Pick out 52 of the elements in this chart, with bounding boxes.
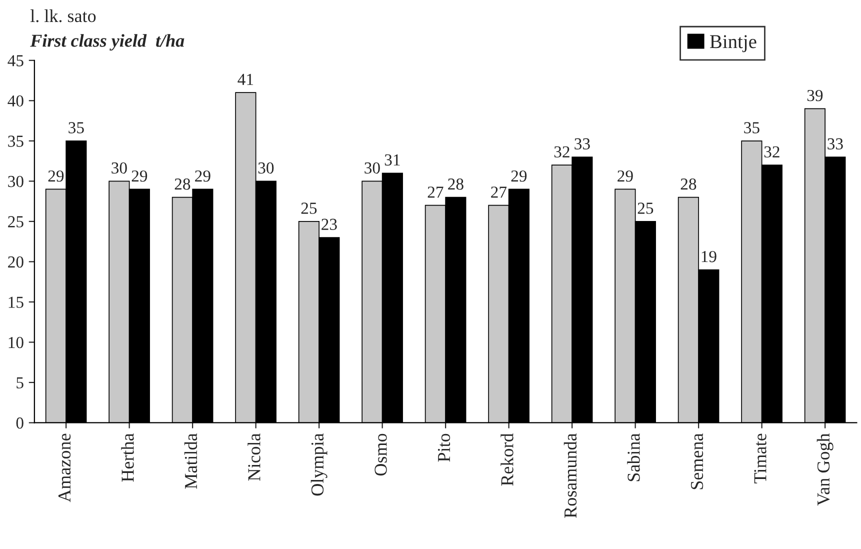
data-label: 19 (702, 250, 716, 262)
x-tick-label: Van Gogh (816, 433, 834, 506)
data-label: 28 (680, 178, 696, 190)
data-label: 27 (491, 186, 507, 198)
chart-subtitle: First class yield t/ha (30, 34, 184, 51)
data-label: 33 (828, 138, 843, 150)
y-tick-label: 20 (8, 256, 24, 268)
data-label: 32 (554, 146, 570, 158)
data-label: 39 (807, 90, 823, 102)
data-label: 30 (258, 162, 274, 174)
x-tick-label: Hertha (121, 433, 134, 482)
data-label: 41 (238, 74, 254, 85)
data-label: 31 (384, 154, 400, 166)
x-tick-label: Olympia (310, 433, 328, 496)
data-label: 32 (764, 146, 780, 158)
y-tick-label: 0 (16, 417, 24, 429)
x-tick-label: Rekord (500, 433, 514, 486)
y-tick-label: 5 (16, 377, 24, 388)
data-label: 29 (48, 170, 64, 182)
data-label: 30 (112, 162, 127, 174)
x-tick-label: Timate (754, 434, 766, 484)
data-label: 27 (428, 186, 444, 198)
data-label: 25 (638, 202, 654, 214)
data-label: 28 (174, 178, 190, 190)
legend-label: Bintje (710, 35, 756, 52)
x-tick-label: Semena (690, 433, 704, 490)
data-label: 29 (618, 170, 633, 182)
data-label: 25 (301, 202, 317, 214)
data-label: 29 (132, 170, 148, 182)
data-label: 35 (68, 122, 84, 134)
y-tick-label: 30 (8, 176, 24, 188)
data-label: 23 (322, 218, 337, 230)
data-label: 29 (511, 170, 527, 182)
chart-title: l. lk. sato (30, 9, 96, 22)
x-tick-label: Sabina (627, 433, 640, 482)
x-tick-label: Amazone (58, 434, 71, 502)
y-tick-label: 45 (8, 55, 24, 66)
data-label: 30 (364, 162, 380, 174)
data-label: 35 (744, 122, 760, 134)
x-tick-label: Nicola (248, 433, 260, 481)
y-tick-label: 40 (8, 95, 24, 107)
y-tick-label: 35 (8, 136, 24, 147)
y-tick-label: 10 (8, 336, 24, 348)
x-tick-label: Pito (438, 434, 450, 462)
x-tick-label: Matilda (184, 433, 198, 489)
y-tick-label: 15 (8, 296, 24, 308)
x-tick-label: Osmo (374, 434, 387, 476)
data-label: 28 (448, 178, 464, 190)
data-label: 29 (195, 170, 210, 182)
x-tick-label: Rosamunda (564, 433, 577, 518)
y-tick-label: 25 (8, 216, 24, 228)
data-label: 33 (574, 138, 590, 150)
